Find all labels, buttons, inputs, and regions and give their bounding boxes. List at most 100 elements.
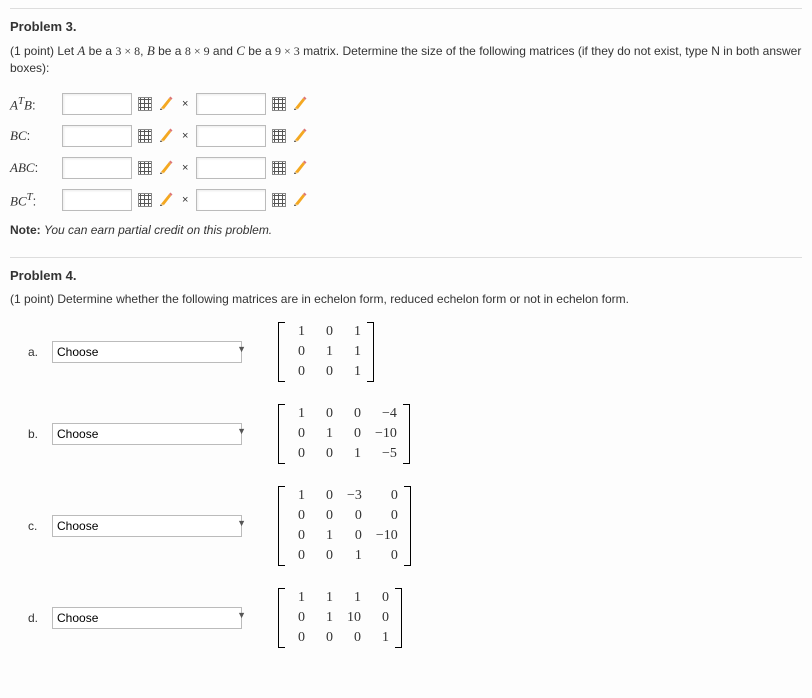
matrix-cell: 10 — [347, 610, 361, 626]
bracket-left — [278, 404, 285, 464]
matrix-cell: −5 — [375, 446, 397, 462]
matrix-cell: 0 — [347, 528, 362, 544]
cols-input[interactable] — [196, 189, 266, 211]
pencil-icon[interactable] — [292, 96, 308, 112]
matrix-cell: −10 — [375, 426, 397, 442]
bracket-left — [278, 588, 285, 648]
problem-3-title: Problem 3. — [10, 19, 802, 34]
keypad-icon[interactable] — [272, 97, 286, 111]
cols-input[interactable] — [196, 125, 266, 147]
pencil-icon[interactable] — [158, 96, 174, 112]
rows-input[interactable] — [62, 189, 132, 211]
matrix-cell: 0 — [319, 324, 333, 340]
matrix: 1110011000001 — [278, 588, 402, 648]
echelon-select[interactable]: Choose — [52, 515, 242, 537]
matrix-cell: 1 — [319, 344, 333, 360]
a-dim: 3 × 8 — [115, 44, 140, 58]
matrix-cell: 0 — [319, 548, 333, 564]
keypad-icon[interactable] — [138, 129, 152, 143]
problem-3-prompt: (1 point) Let A be a 3 × 8, B be a 8 × 9… — [10, 42, 802, 77]
matrix-cell: 0 — [291, 610, 305, 626]
question-row: d.Choose1110011000001 — [28, 588, 802, 648]
echelon-select[interactable]: Choose — [52, 341, 242, 363]
row-label: BC: — [10, 128, 56, 144]
dimension-row: BC:× — [10, 123, 802, 149]
matrix-cell: 1 — [347, 446, 361, 462]
matrix-cell: 0 — [291, 364, 305, 380]
matrix-body: 1110011000001 — [285, 588, 395, 648]
pencil-icon[interactable] — [292, 192, 308, 208]
times-symbol: × — [180, 98, 190, 110]
echelon-select[interactable]: Choose — [52, 423, 242, 445]
question-letter: d. — [28, 611, 42, 625]
question-row: c.Choose10−300000010−100010 — [28, 486, 802, 566]
problem-4-title: Problem 4. — [10, 268, 802, 283]
matrix-cell: 0 — [291, 630, 305, 646]
rows-input[interactable] — [62, 157, 132, 179]
problem-4: Problem 4. (1 point) Determine whether t… — [10, 257, 802, 690]
points-label: (1 point) — [10, 44, 54, 58]
b-dim: 8 × 9 — [185, 44, 210, 58]
times-symbol: × — [180, 194, 190, 206]
bracket-right — [395, 588, 402, 648]
pencil-icon[interactable] — [158, 128, 174, 144]
matrix-cell: 0 — [376, 548, 398, 564]
keypad-icon[interactable] — [138, 193, 152, 207]
bracket-left — [278, 486, 285, 566]
question-letter: c. — [28, 519, 42, 533]
question-row: a.Choose101011001 — [28, 322, 802, 382]
pencil-icon[interactable] — [158, 192, 174, 208]
pencil-icon[interactable] — [292, 128, 308, 144]
select-wrap: Choose — [52, 341, 252, 363]
matrix-cell: 0 — [291, 548, 305, 564]
matrix: 101011001 — [278, 322, 374, 382]
bracket-right — [367, 322, 374, 382]
matrix-cell: 0 — [291, 528, 305, 544]
prompt-text: Let A be a 3 × 8, B be a 8 × 9 and C be … — [10, 44, 801, 75]
cols-input[interactable] — [196, 93, 266, 115]
c-dim: 9 × 3 — [275, 44, 300, 58]
matrix-cell: −10 — [376, 528, 398, 544]
note-text: You can earn partial credit on this prob… — [44, 223, 272, 237]
keypad-icon[interactable] — [272, 193, 286, 207]
partial-credit-note: Note: You can earn partial credit on thi… — [10, 223, 802, 237]
question-letter: b. — [28, 427, 42, 441]
matrix-cell: 1 — [375, 630, 389, 646]
matrix-cell: 1 — [347, 590, 361, 606]
matrix-cell: 0 — [319, 406, 333, 422]
keypad-icon[interactable] — [138, 161, 152, 175]
matrix-cell: 0 — [319, 488, 333, 504]
rows-input[interactable] — [62, 125, 132, 147]
matrix-cell: −4 — [375, 406, 397, 422]
matrix-cell: 1 — [319, 426, 333, 442]
keypad-icon[interactable] — [138, 97, 152, 111]
dimension-row: BCT: × — [10, 187, 802, 213]
matrix: 10−300000010−100010 — [278, 486, 411, 566]
points-label: (1 point) — [10, 292, 54, 306]
matrix-cell: 0 — [319, 630, 333, 646]
keypad-icon[interactable] — [272, 161, 286, 175]
keypad-icon[interactable] — [272, 129, 286, 143]
matrix-body: 101011001 — [285, 322, 367, 382]
row-label: BCT: — [10, 191, 56, 209]
matrix-body: 100−4010−10001−5 — [285, 404, 403, 464]
pencil-icon[interactable] — [158, 160, 174, 176]
matrix-cell: 0 — [347, 630, 361, 646]
pencil-icon[interactable] — [292, 160, 308, 176]
matrix-cell: 0 — [376, 488, 398, 504]
echelon-select[interactable]: Choose — [52, 607, 242, 629]
matrix-cell: 0 — [347, 508, 362, 524]
matrix-cell: 0 — [319, 446, 333, 462]
matrix-cell: 0 — [319, 364, 333, 380]
matrix-cell: 1 — [291, 488, 305, 504]
prompt-text: Determine whether the following matrices… — [57, 292, 629, 306]
rows-input[interactable] — [62, 93, 132, 115]
matrix-cell: 1 — [347, 364, 361, 380]
matrix-cell: 1 — [347, 344, 361, 360]
select-wrap: Choose — [52, 515, 252, 537]
matrix-cell: 1 — [319, 528, 333, 544]
matrix-cell: 0 — [291, 344, 305, 360]
cols-input[interactable] — [196, 157, 266, 179]
bracket-left — [278, 322, 285, 382]
matrix-cell: 1 — [319, 590, 333, 606]
